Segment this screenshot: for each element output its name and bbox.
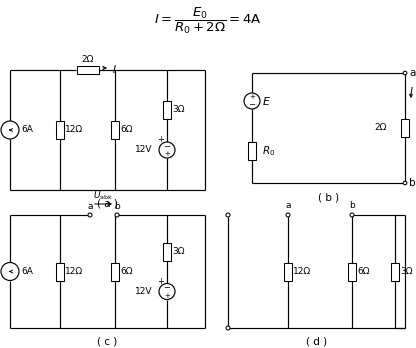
Bar: [77, 66, 99, 74]
Bar: [248, 142, 256, 160]
Bar: [401, 119, 409, 137]
Text: 3Ω: 3Ω: [400, 267, 413, 276]
Circle shape: [226, 213, 230, 217]
Circle shape: [115, 213, 119, 217]
Text: 12Ω: 12Ω: [65, 126, 83, 134]
Text: −: −: [163, 142, 171, 151]
Circle shape: [1, 121, 19, 139]
Text: +: +: [164, 151, 170, 157]
Text: $I$: $I$: [409, 85, 414, 97]
Text: +: +: [158, 277, 164, 286]
Bar: [111, 262, 119, 280]
Bar: [348, 262, 356, 280]
Text: +: +: [249, 94, 255, 100]
Text: $U_{\rm abk}$: $U_{\rm abk}$: [94, 190, 114, 202]
Text: $I = \dfrac{E_0}{R_0 + 2\Omega} = 4\mathrm{A}$: $I = \dfrac{E_0}{R_0 + 2\Omega} = 4\math…: [154, 6, 262, 36]
Text: b: b: [409, 178, 416, 188]
Text: b: b: [114, 202, 120, 211]
Text: 2Ω: 2Ω: [82, 55, 94, 64]
Circle shape: [403, 71, 407, 75]
Text: ( b ): ( b ): [318, 192, 339, 202]
Text: a: a: [87, 202, 93, 211]
Text: $I$: $I$: [112, 63, 117, 75]
Text: $E$: $E$: [262, 95, 271, 107]
Text: 12Ω: 12Ω: [293, 267, 311, 276]
Text: b: b: [349, 201, 355, 210]
Bar: [111, 121, 119, 139]
Text: 6A: 6A: [21, 267, 33, 276]
Circle shape: [403, 181, 407, 185]
Text: 6Ω: 6Ω: [120, 267, 133, 276]
Text: a: a: [409, 68, 415, 78]
Text: −: −: [248, 100, 255, 109]
Circle shape: [159, 284, 175, 300]
Text: 6A: 6A: [21, 126, 33, 134]
Bar: [163, 101, 171, 119]
Bar: [391, 262, 399, 280]
Text: ( d ): ( d ): [306, 337, 327, 347]
Bar: [56, 121, 64, 139]
Text: 12V: 12V: [134, 287, 152, 296]
Text: −: −: [163, 284, 171, 293]
Text: +: +: [164, 293, 170, 299]
Text: 12Ω: 12Ω: [65, 267, 83, 276]
Circle shape: [286, 213, 290, 217]
Circle shape: [1, 262, 19, 280]
Text: ( a ): ( a ): [97, 199, 118, 209]
Circle shape: [226, 326, 230, 330]
Circle shape: [159, 142, 175, 158]
Text: 2Ω: 2Ω: [375, 124, 387, 133]
Text: 12V: 12V: [134, 145, 152, 155]
Text: 3Ω: 3Ω: [172, 247, 185, 256]
Bar: [284, 262, 292, 280]
Text: 3Ω: 3Ω: [172, 105, 185, 114]
Circle shape: [244, 93, 260, 109]
Bar: [163, 243, 171, 261]
Bar: [56, 262, 64, 280]
Circle shape: [350, 213, 354, 217]
Circle shape: [88, 213, 92, 217]
Text: a: a: [285, 201, 291, 210]
Text: ( c ): ( c ): [97, 337, 118, 347]
Text: $R_0$: $R_0$: [262, 144, 275, 158]
Text: +: +: [158, 135, 164, 144]
Text: 6Ω: 6Ω: [357, 267, 369, 276]
Text: 6Ω: 6Ω: [120, 126, 133, 134]
